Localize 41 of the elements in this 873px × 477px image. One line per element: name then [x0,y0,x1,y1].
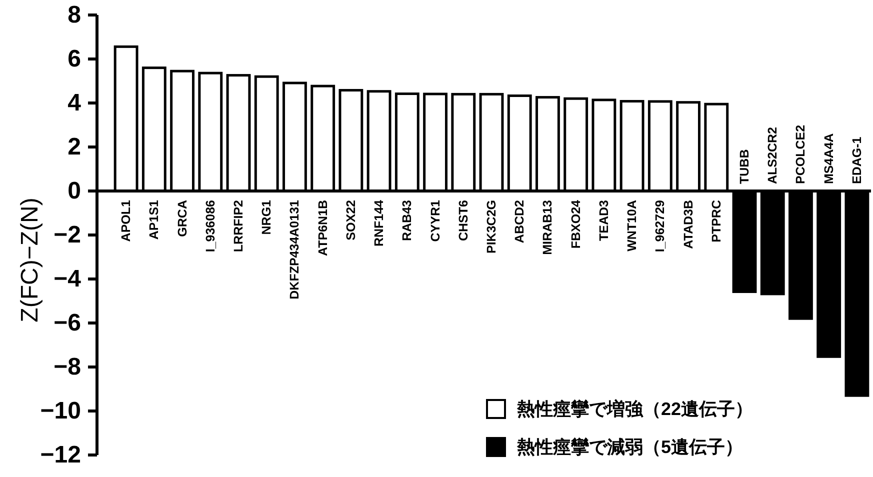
x-tick-label: TEAD3 [596,200,611,241]
x-tick-label: RAB43 [400,200,414,241]
x-tick-label: CHST6 [456,200,470,241]
x-tick-label: CYYR1 [428,200,442,242]
x-tick-label: ALS2CR2 [766,126,780,184]
x-tick-label: DKFZP434A0131 [288,200,302,300]
legend-label: 熱性痙攣で増強（22遺伝子） [516,398,754,419]
y-tick-label: 2 [68,134,81,160]
x-tick-label: SOX22 [344,200,358,240]
x-tick-label: AP1S1 [147,200,162,240]
x-tick-label: EDAG-1 [850,136,864,184]
y-tick-label: −12 [40,442,81,468]
y-axis-title: Z(FC)−Z(N) [16,198,44,322]
x-tick-label: PCOLCE2 [794,124,808,184]
y-tick-label: 6 [68,46,81,72]
y-tick-label: −2 [54,222,81,248]
y-tick-label: 0 [68,178,81,204]
y-tick-label: −4 [54,266,82,292]
x-tick-label: I_936086 [203,200,218,252]
y-tick-label: −10 [40,398,81,424]
x-tick-label: I_962729 [653,200,668,252]
x-tick-label: ATP6N1B [316,200,330,256]
x-tick-label: WNT10A [625,200,640,252]
x-tick-label: ATAD3B [681,200,696,249]
x-tick-label: TUBB [738,149,752,184]
x-tick-label: RNF144 [372,200,386,247]
y-tick-label: 8 [68,2,81,28]
y-tick-label: −6 [54,310,81,336]
x-tick-label: ABCD2 [512,200,527,244]
x-tick-label: MS4A4A [822,133,836,184]
x-tick-label: NRG1 [260,200,274,235]
x-tick-label: PTPRC [709,200,724,242]
x-tick-label: APOL1 [119,200,134,242]
x-tick-label: GRCA [175,200,190,237]
x-tick-label: FBXO24 [568,200,583,249]
y-tick-label: −8 [54,354,81,380]
x-tick-label: PIK3C2G [484,200,498,254]
legend-label: 熱性痙攣で減弱（5遺伝子） [516,437,744,457]
x-tick-label: LRRFIP2 [232,200,246,252]
x-tick-label: MIRAB13 [540,200,555,255]
y-tick-label: 4 [68,90,82,116]
